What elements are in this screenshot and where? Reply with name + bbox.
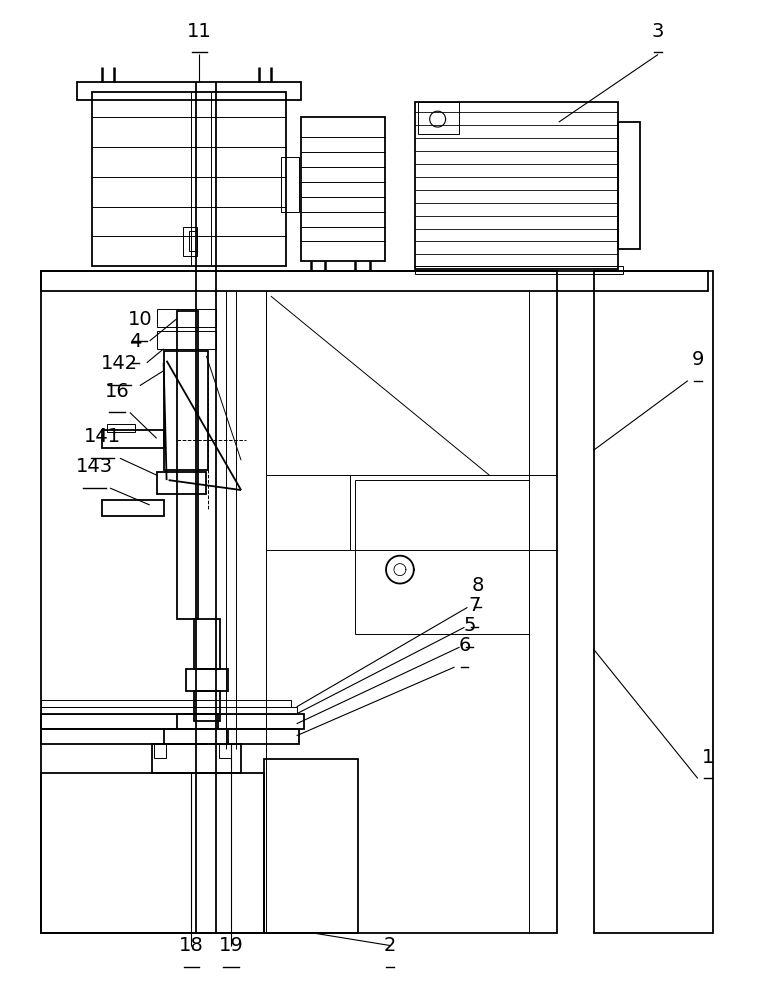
Bar [152,744,241,773]
Bar [40,707,296,714]
Bar [77,82,300,100]
Bar [194,691,220,721]
Bar [356,480,529,634]
Bar [163,351,209,470]
Bar [619,122,640,249]
Bar [156,309,216,327]
Bar [177,714,218,729]
Bar [40,271,557,933]
Bar [92,92,286,266]
Text: 141: 141 [83,427,121,446]
Text: 18: 18 [179,936,204,955]
Bar [102,430,163,448]
Bar [177,311,198,619]
Bar [281,157,299,212]
Bar [300,117,385,261]
Text: 16: 16 [104,382,129,401]
Bar [415,266,623,274]
Bar [187,669,228,691]
Text: 7: 7 [468,596,481,615]
Text: 6: 6 [458,636,471,655]
Bar [163,729,228,744]
Bar [40,729,299,744]
Bar [594,271,713,933]
Text: 10: 10 [128,310,152,329]
Text: 19: 19 [219,936,244,955]
Text: 142: 142 [101,354,138,373]
Bar [418,102,460,134]
Bar [156,331,216,349]
Bar [40,773,264,933]
Text: 2: 2 [384,936,396,955]
Text: 8: 8 [471,576,484,595]
Bar [40,714,303,729]
Bar [415,102,619,269]
Bar [40,700,291,707]
Text: 4: 4 [128,332,141,351]
Text: 1: 1 [702,748,714,767]
Bar [219,744,231,758]
Bar [194,619,220,669]
Bar [154,744,166,758]
Bar [107,424,135,432]
Text: 3: 3 [652,22,664,41]
Bar [189,231,198,251]
Text: 9: 9 [692,350,704,369]
Bar [40,271,708,291]
Bar [156,472,206,494]
Text: 11: 11 [187,22,212,41]
Bar [102,500,163,516]
Bar [264,759,358,933]
Text: 5: 5 [463,616,475,635]
Bar [184,227,198,256]
Text: 143: 143 [75,457,113,476]
